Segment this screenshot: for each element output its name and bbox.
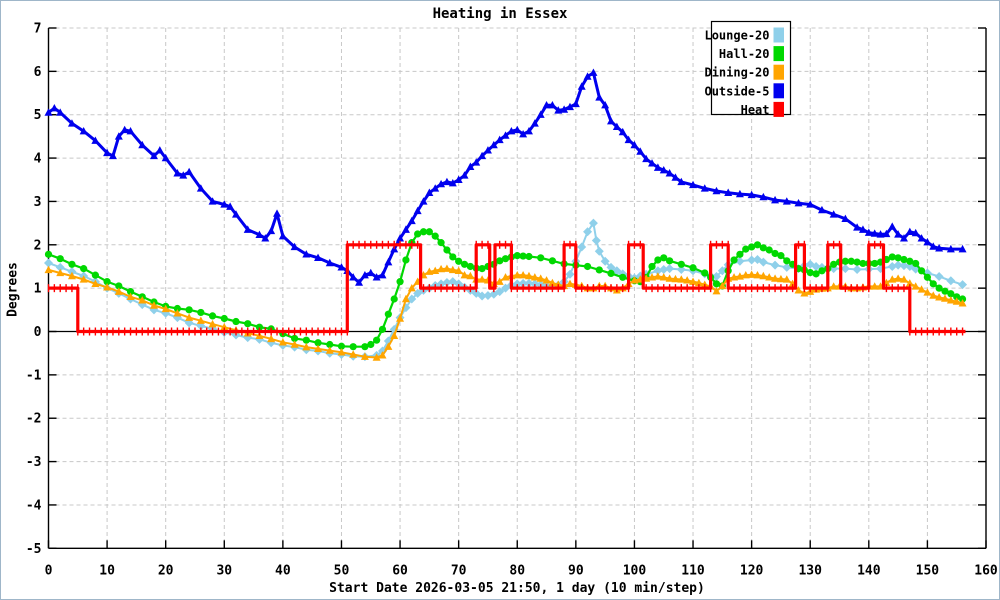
y-tick-label: 7 xyxy=(34,22,42,37)
x-tick-label: 120 xyxy=(740,563,764,578)
y-tick-label: -2 xyxy=(26,412,42,427)
legend-entry-lounge-20: Lounge-20 xyxy=(704,27,784,43)
x-tick-label: 80 xyxy=(509,563,525,578)
legend-label: Dining-20 xyxy=(704,66,769,80)
legend-entry-outside-5: Outside-5 xyxy=(704,83,784,99)
x-tick-label: 70 xyxy=(451,563,467,578)
legend-label: Lounge-20 xyxy=(704,29,769,43)
x-tick-label: 40 xyxy=(275,563,291,578)
x-tick-label: 50 xyxy=(334,563,350,578)
legend-entry-hall-20: Hall-20 xyxy=(719,46,784,62)
y-tick-label: 1 xyxy=(34,282,42,297)
x-tick-label: 90 xyxy=(568,563,584,578)
legend-swatch xyxy=(773,46,784,62)
y-tick-label: 0 xyxy=(34,325,42,340)
legend-label: Outside-5 xyxy=(704,84,769,98)
legend-swatch xyxy=(773,83,784,99)
legend: Lounge-20 Hall-20 Dining-20 Outside-5 Heat xyxy=(704,20,792,117)
x-tick-label: 150 xyxy=(916,563,940,578)
x-tick-label: 20 xyxy=(158,563,174,578)
y-tick-label: 2 xyxy=(34,238,42,253)
legend-swatch xyxy=(773,27,784,43)
y-tick-labels: -5 -4 -3 -2 -1 0 1 2 3 4 5 6 7 xyxy=(26,22,42,557)
series-heat xyxy=(47,240,966,336)
y-tick-label: -4 xyxy=(26,498,42,513)
y-tick-label: 3 xyxy=(34,195,42,210)
x-tick-label: 60 xyxy=(392,563,408,578)
x-tick-label: 0 xyxy=(45,563,53,578)
x-tick-label: 30 xyxy=(216,563,232,578)
legend-entry-dining-20: Dining-20 xyxy=(704,64,784,80)
y-tick-label: 5 xyxy=(34,108,42,123)
x-tick-label: 100 xyxy=(623,563,647,578)
x-tick-label: 160 xyxy=(974,563,998,578)
y-tick-label: -3 xyxy=(26,455,42,470)
legend-swatch xyxy=(773,101,784,117)
x-tick-label: 140 xyxy=(857,563,881,578)
x-axis-title: Start Date 2026-03-05 21:50, 1 day (10 m… xyxy=(329,581,705,596)
x-tick-labels: 0 10 20 30 40 50 60 70 80 90 100 110 120 130 140 150 160 xyxy=(45,563,998,578)
y-tick-label: -5 xyxy=(26,542,42,557)
y-tick-label: -1 xyxy=(26,368,42,383)
x-tick-label: 130 xyxy=(798,563,822,578)
x-tick-label: 10 xyxy=(99,563,115,578)
chart-title: Heating in Essex xyxy=(432,6,568,22)
x-tick-label: 110 xyxy=(681,563,705,578)
series-outside-5 xyxy=(44,68,967,286)
legend-label: Hall-20 xyxy=(719,47,770,61)
y-tick-label: 4 xyxy=(34,152,42,167)
y-tick-label: 6 xyxy=(34,65,42,80)
legend-entry-heat: Heat xyxy=(741,101,784,117)
legend-swatch xyxy=(773,64,784,80)
legend-label: Heat xyxy=(741,103,770,117)
